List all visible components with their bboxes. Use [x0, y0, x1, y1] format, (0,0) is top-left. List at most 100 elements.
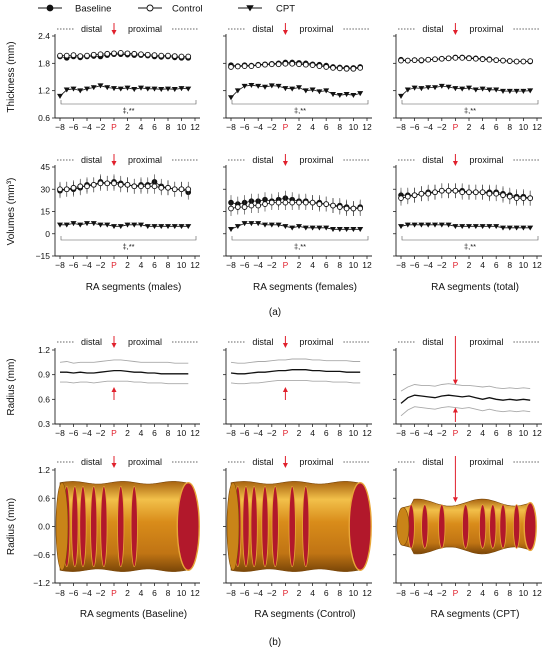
point-cpt — [268, 83, 275, 89]
x-tick-label: 12 — [362, 122, 372, 132]
x-tick-label: P — [453, 122, 459, 132]
point-control — [70, 184, 77, 191]
x-tick-label: 8 — [337, 428, 342, 438]
point-cpt — [151, 86, 158, 92]
point-cpt — [275, 222, 282, 228]
y-tick-label: 1.8 — [38, 58, 50, 68]
point-cpt — [323, 225, 330, 231]
point-cpt — [513, 225, 520, 231]
point-cpt — [158, 224, 165, 230]
legend: Baseline Control CPT — [38, 4, 295, 15]
point-cpt — [432, 85, 438, 91]
point-cpt — [111, 86, 117, 92]
point-control — [425, 56, 432, 63]
point-control — [404, 57, 411, 64]
point-control — [282, 199, 289, 206]
x-tick-label: P — [283, 428, 289, 438]
point-cpt — [255, 83, 262, 89]
point-control — [493, 190, 500, 197]
x-tick-label: 4 — [310, 260, 315, 270]
x-tick-label: 2 — [125, 260, 130, 270]
point-control — [117, 50, 124, 56]
point-cpt — [459, 86, 466, 92]
x-tick-label: 6 — [324, 260, 329, 270]
proximal-label: proximal — [299, 337, 333, 347]
point-control — [432, 189, 438, 196]
point-cpt — [262, 222, 268, 228]
point-control — [398, 195, 404, 202]
x-tick-label: 12 — [532, 428, 542, 438]
point-cpt — [357, 91, 364, 97]
point-control — [275, 199, 282, 206]
significance-bracket — [231, 236, 369, 241]
point-control — [411, 57, 418, 63]
point-control — [466, 55, 472, 62]
point-control — [171, 186, 178, 193]
point-cpt — [228, 227, 234, 232]
x-axis-label: RA segments (Control) — [254, 609, 355, 620]
point-cpt — [527, 225, 534, 231]
point-cpt — [500, 225, 506, 231]
radius-line-upper — [230, 358, 361, 364]
x-tick-label: −6 — [69, 428, 79, 438]
point-control — [131, 50, 138, 57]
x-tick-label: 12 — [362, 428, 372, 438]
point-cpt — [185, 86, 192, 92]
x-tick-label: 6 — [324, 428, 329, 438]
point-cpt — [418, 86, 425, 92]
point-cpt — [171, 87, 178, 92]
x-tick-label: −4 — [253, 122, 263, 132]
point-control — [248, 63, 255, 69]
point-cpt — [234, 224, 241, 230]
significance-bracket — [60, 100, 197, 105]
point-control — [425, 190, 432, 197]
x-tick-label: 10 — [349, 588, 359, 598]
p-arrow-head — [111, 161, 117, 166]
point-control — [350, 65, 357, 72]
x-tick-label: P — [111, 428, 117, 438]
point-cpt — [357, 227, 364, 232]
radius-line-upper — [59, 359, 189, 364]
point-cpt — [262, 84, 268, 90]
point-cpt — [302, 225, 309, 231]
x-tick-label: −8 — [226, 122, 236, 132]
point-cpt — [57, 222, 63, 228]
point-cpt — [513, 88, 520, 94]
x-tick-label: −8 — [55, 428, 65, 438]
distal-label: distal — [422, 24, 443, 34]
radius-line-mean — [400, 394, 531, 404]
point-control — [90, 51, 97, 58]
x-tick-label: 12 — [190, 428, 200, 438]
point-control — [248, 202, 255, 209]
y-tick-label: 0.6 — [38, 113, 50, 123]
x-axis-label: RA segments (CPT) — [431, 609, 520, 620]
point-cpt — [241, 83, 248, 89]
point-control — [296, 61, 302, 68]
point-cpt — [323, 88, 330, 94]
distal-label: distal — [81, 24, 102, 34]
x-tick-label: −2 — [96, 428, 106, 438]
point-control — [445, 55, 452, 62]
x-tick-label: −4 — [423, 260, 433, 270]
radius-line-lower — [60, 380, 189, 385]
point-control — [336, 65, 343, 72]
proximal-label: proximal — [299, 457, 333, 467]
point-cpt — [411, 85, 418, 91]
x-axis-label: RA segments (females) — [253, 282, 357, 293]
point-cpt — [459, 224, 466, 230]
x-tick-label: −2 — [437, 260, 447, 270]
y-tick-label: 0.6 — [38, 493, 50, 503]
x-tick-label: 12 — [190, 260, 200, 270]
point-cpt — [248, 82, 255, 88]
x-tick-label: 2 — [467, 588, 472, 598]
distal-label: distal — [422, 155, 443, 165]
legend-label-control: Control — [172, 4, 203, 15]
x-tick-label: 10 — [519, 588, 529, 598]
chart-radius-baseline: 0.3 0.6 0.9 1.2 −8 −6 −4 −2 P 2 4 6 8 10 12 Radius (mm)… — [6, 336, 200, 438]
distal-label: distal — [81, 155, 102, 165]
up-arrow-head — [282, 387, 288, 392]
point-control — [513, 195, 520, 202]
point-control — [77, 183, 84, 190]
point-cpt — [104, 222, 111, 228]
